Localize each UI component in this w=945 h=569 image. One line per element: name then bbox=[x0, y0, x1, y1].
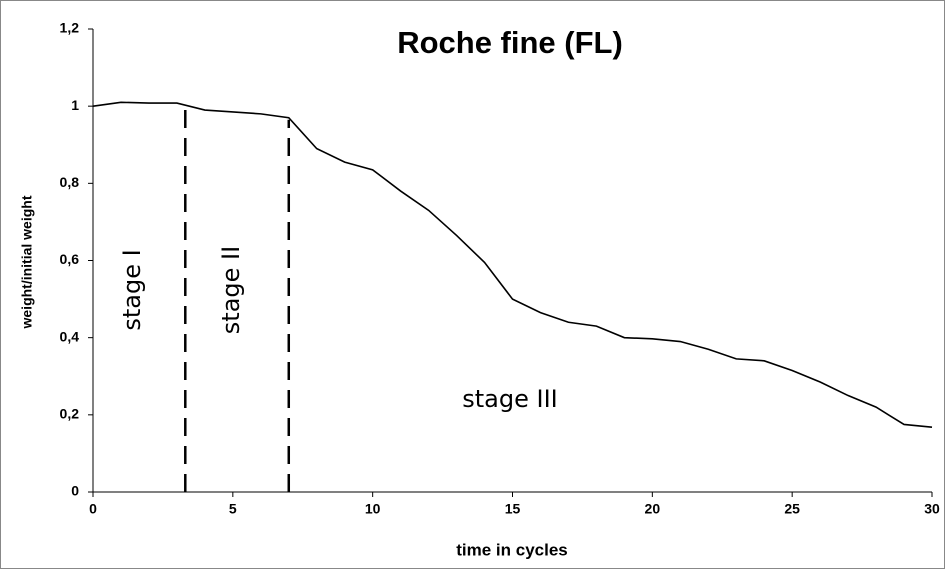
data-line bbox=[92, 101, 933, 428]
chart-title: Roche fine (FL) bbox=[397, 25, 623, 60]
x-tick-label: 10 bbox=[365, 501, 381, 517]
y-tick-label: 0,6 bbox=[60, 251, 80, 267]
x-tick-label: 25 bbox=[784, 501, 800, 517]
stage-label: stage III bbox=[462, 385, 557, 413]
x-axis-label: time in cycles bbox=[456, 540, 568, 559]
y-axis-label: weight/initial weight bbox=[19, 195, 35, 329]
x-tick-label: 15 bbox=[505, 501, 521, 517]
x-tick-label: 20 bbox=[645, 501, 661, 517]
y-tick-label: 1,2 bbox=[60, 20, 80, 36]
x-tick-label: 0 bbox=[89, 501, 97, 517]
x-tick-label: 5 bbox=[229, 501, 237, 517]
y-tick-label: 1 bbox=[71, 97, 79, 113]
stage-label: stage II bbox=[217, 246, 245, 334]
y-tick-label: 0,8 bbox=[60, 174, 80, 190]
y-tick-label: 0 bbox=[71, 483, 79, 499]
stage-label: stage I bbox=[118, 249, 146, 330]
y-tick-label: 0,2 bbox=[60, 406, 80, 422]
y-tick-label: 0,4 bbox=[60, 328, 80, 344]
x-tick-label: 30 bbox=[924, 501, 940, 517]
